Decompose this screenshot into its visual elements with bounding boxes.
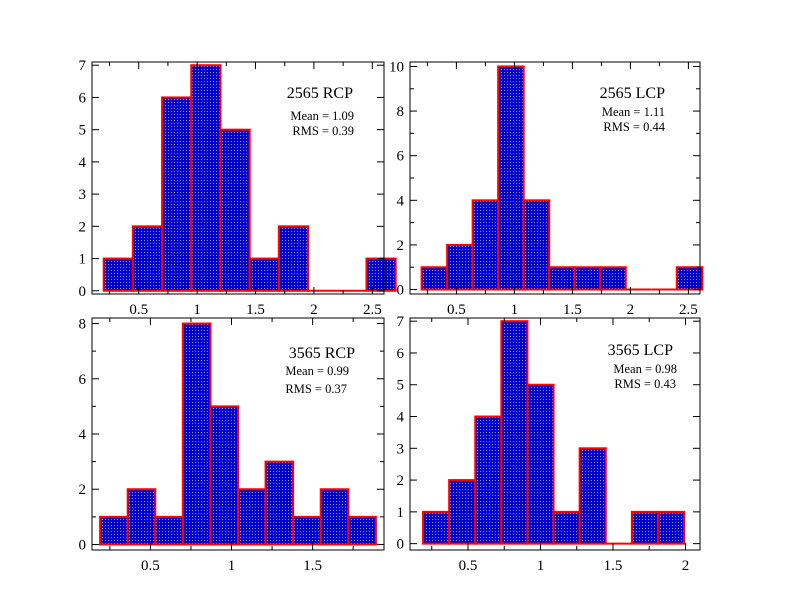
panel-title: 3565 RCP (289, 345, 355, 362)
y-tick-label: 4 (397, 193, 405, 209)
histogram-bar (474, 415, 503, 545)
histogram-bar (99, 515, 129, 546)
panel-mean: Mean = 1.09 (290, 109, 354, 123)
histogram-bar (446, 243, 474, 291)
y-tick-label: 4 (397, 410, 405, 426)
x-tick-label: 0.5 (459, 558, 478, 574)
y-tick-label: 7 (79, 58, 87, 74)
x-tick-label: 1.5 (604, 558, 623, 574)
y-tick-label: 1 (397, 505, 405, 521)
histogram-bar (209, 405, 240, 546)
histogram-bar (190, 64, 222, 292)
histogram-bar (552, 510, 581, 545)
x-tick-label: 1 (228, 558, 236, 574)
histogram-bar (656, 510, 686, 545)
histogram-bar (422, 510, 451, 545)
panel-rms: RMS = 0.39 (292, 124, 354, 138)
histogram-bar (548, 266, 576, 291)
y-tick-label: 5 (79, 123, 87, 139)
x-tick-label: 2 (682, 558, 690, 574)
y-tick-label: 3 (79, 187, 87, 203)
x-tick-label: 0.5 (129, 302, 148, 318)
histogram-bar (102, 257, 134, 292)
histogram-bar (471, 199, 500, 291)
histogram-bar (522, 199, 551, 291)
x-tick-label: 1 (511, 302, 519, 318)
histogram-bar (264, 460, 295, 546)
y-tick-label: 8 (79, 317, 87, 333)
histogram-bar (347, 515, 377, 546)
x-tick-label: 1.5 (303, 558, 322, 574)
panel-mean: Mean = 0.98 (613, 362, 677, 376)
y-tick-label: 0 (79, 537, 87, 553)
histogram-bar (131, 225, 164, 292)
histogram-bar (154, 515, 184, 546)
y-tick-label: 2 (79, 482, 87, 498)
panel-title: 2565 LCP (600, 85, 665, 102)
x-tick-label: 0.5 (141, 558, 160, 574)
histogram-bar (630, 510, 659, 545)
x-tick-label: 1.5 (246, 302, 265, 318)
histogram-bar (599, 266, 627, 291)
histogram-bar (219, 128, 251, 292)
y-tick-label: 1 (79, 252, 87, 268)
y-tick-label: 4 (79, 155, 87, 171)
y-tick-label: 6 (397, 346, 405, 362)
x-tick-label: 1.5 (563, 302, 582, 318)
plot-frame (409, 317, 701, 551)
x-tick-label: 2.5 (363, 302, 382, 318)
y-tick-label: 0 (397, 537, 405, 553)
y-tick-label: 7 (397, 314, 405, 330)
y-tick-label: 6 (79, 372, 87, 388)
y-tick-label: 6 (79, 90, 87, 106)
histogram-bar (161, 96, 193, 292)
panel-2565-rcp: 0.5 1 1.5 2 2.5 0 1 2 3 4 5 6 7 2565 RCP Mean = 1.09RM… (79, 58, 397, 318)
histogram-bar (500, 320, 529, 545)
histogram-bar (181, 322, 212, 546)
y-tick-label: 4 (79, 427, 87, 443)
histogram-bar (420, 266, 449, 291)
histogram-bar (126, 488, 157, 546)
y-tick-label: 2 (79, 219, 87, 235)
histogram-bar (497, 65, 525, 291)
y-tick-label: 10 (389, 59, 404, 75)
x-tick-label: 1 (193, 302, 201, 318)
y-tick-label: 2 (397, 473, 405, 489)
histogram-bar (237, 488, 267, 546)
panel-mean: Mean = 0.99 (285, 364, 349, 378)
plot-frame (91, 61, 385, 295)
x-tick-label: 0.5 (447, 302, 466, 318)
panel-rms: RMS = 0.37 (285, 382, 347, 396)
x-tick-label: 2.5 (679, 302, 698, 318)
y-tick-label: 2 (397, 238, 405, 254)
histogram-bar (573, 266, 602, 291)
panel-title: 2565 RCP (287, 85, 353, 102)
histogram-bar (319, 488, 350, 546)
y-tick-label: 5 (397, 378, 405, 394)
y-tick-label: 0 (79, 284, 87, 300)
x-tick-label: 2 (627, 302, 635, 318)
histogram-bar (277, 225, 310, 292)
y-tick-label: 3 (397, 441, 405, 457)
panel-rms: RMS = 0.44 (603, 120, 665, 134)
histogram-bar (365, 257, 397, 292)
y-tick-label: 8 (397, 104, 405, 120)
panel-rms: RMS = 0.43 (614, 377, 676, 391)
histogram-bar (526, 383, 555, 545)
histogram-bar (675, 266, 704, 291)
panel-mean: Mean = 1.11 (602, 105, 665, 119)
histogram-bar (578, 447, 607, 545)
histogram-bar (292, 515, 322, 546)
panel-title: 3565 LCP (608, 342, 673, 359)
x-tick-label: 1 (537, 558, 545, 574)
panel-2565-lcp: 0.5 1 1.5 2 2.5 0 2 4 6 8 10 2565 LCP Mean = 1.11RMS… (389, 59, 704, 318)
panel-3565-rcp: 0.5 1 1.5 0 2 4 6 8 3565 RCP Mean = 0.99 RMS = 0.3… (79, 317, 385, 574)
histogram-bar (448, 479, 477, 545)
y-tick-label: 6 (397, 149, 405, 165)
x-tick-label: 2 (310, 302, 318, 318)
histogram-bar (248, 257, 280, 292)
y-tick-label: 0 (397, 283, 405, 299)
